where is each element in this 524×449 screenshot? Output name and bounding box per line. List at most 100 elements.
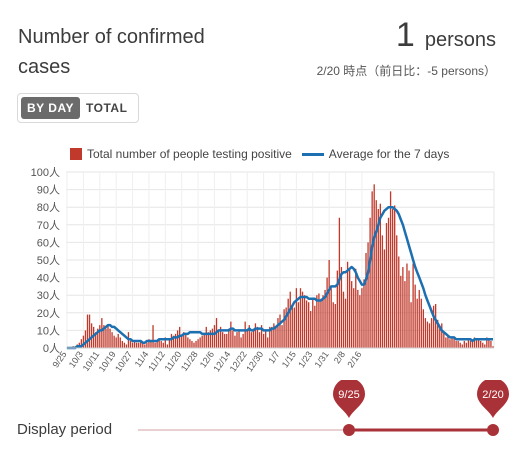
bar	[170, 333, 173, 348]
bar	[375, 200, 377, 348]
bar	[123, 342, 126, 348]
legend-bar-label: Total number of people testing positive	[87, 147, 292, 161]
bar	[455, 340, 457, 348]
bar	[473, 337, 476, 348]
bar	[125, 344, 128, 348]
bar	[381, 235, 384, 348]
bar	[195, 340, 197, 348]
bar	[416, 298, 418, 348]
bar	[467, 339, 470, 348]
bar	[457, 340, 459, 348]
bar	[434, 304, 437, 348]
bar	[437, 319, 439, 348]
bar	[418, 289, 420, 348]
slider-start-handle[interactable]	[343, 424, 355, 436]
total-button[interactable]: TOTAL	[86, 101, 128, 115]
bar	[293, 307, 295, 348]
bar	[224, 333, 226, 348]
slider-end-label: 2/20	[482, 389, 503, 401]
bar	[164, 337, 166, 348]
x-tick-label: 2/16	[345, 349, 363, 369]
bar	[230, 321, 232, 348]
bar	[211, 328, 214, 348]
bar	[449, 339, 451, 348]
bar	[207, 332, 209, 348]
display-period-label: Display period	[17, 421, 113, 438]
bar	[305, 300, 308, 348]
bar	[344, 298, 347, 348]
bar	[201, 335, 203, 348]
bar	[312, 298, 314, 348]
bar	[492, 346, 494, 348]
bar	[303, 295, 306, 348]
bar	[146, 342, 148, 348]
bar	[185, 333, 187, 348]
bar	[295, 288, 298, 348]
bar	[394, 205, 396, 348]
bar	[97, 328, 99, 348]
bar	[133, 340, 136, 348]
bar	[318, 293, 320, 348]
view-toggle: BY DAY TOTAL	[17, 93, 139, 123]
bar	[342, 291, 345, 348]
legend-line-swatch	[301, 152, 324, 156]
bar	[428, 323, 431, 348]
bar	[301, 291, 304, 348]
bar	[162, 342, 164, 348]
bar	[273, 323, 275, 348]
bar	[193, 342, 195, 348]
bar	[422, 309, 425, 348]
bar	[420, 298, 422, 348]
bar	[490, 340, 492, 348]
bar	[359, 295, 361, 348]
bar	[222, 332, 224, 348]
bar	[131, 342, 134, 348]
bar	[328, 260, 330, 348]
bar	[308, 302, 310, 348]
bar	[408, 270, 410, 348]
bar	[105, 328, 107, 348]
bar	[109, 328, 111, 348]
bar	[387, 217, 390, 348]
bar	[189, 339, 191, 348]
bar	[135, 342, 138, 348]
slider-end-handle[interactable]	[487, 424, 499, 436]
bar	[265, 330, 267, 348]
bar	[461, 344, 463, 348]
bar	[267, 337, 269, 348]
bar	[168, 339, 171, 348]
bar	[410, 302, 412, 348]
bar	[453, 337, 455, 348]
bar	[396, 235, 398, 348]
bar	[250, 332, 252, 348]
bar	[373, 184, 375, 348]
display-period-slider[interactable]: 9/25 2/20	[130, 380, 510, 445]
bar	[314, 305, 316, 348]
bar	[238, 330, 240, 348]
bar	[203, 333, 205, 348]
bar	[377, 208, 379, 348]
bar	[285, 307, 287, 348]
bar	[469, 340, 472, 348]
bar	[324, 289, 326, 348]
bar	[445, 337, 447, 348]
bar	[256, 326, 259, 348]
bar	[336, 270, 338, 348]
bar	[152, 325, 154, 348]
bar	[439, 326, 441, 348]
bar	[488, 339, 490, 348]
bar	[465, 342, 468, 348]
by-day-button[interactable]: BY DAY	[21, 97, 81, 119]
bar	[412, 263, 414, 348]
bar	[404, 281, 406, 348]
bar	[365, 252, 367, 348]
y-tick-label: 80人	[37, 201, 60, 214]
bar	[191, 340, 193, 348]
bar	[289, 291, 291, 348]
bar	[443, 332, 445, 348]
bar	[471, 340, 474, 348]
bar	[154, 342, 156, 348]
bar	[129, 340, 132, 348]
bar	[228, 328, 230, 348]
bar	[459, 342, 461, 348]
